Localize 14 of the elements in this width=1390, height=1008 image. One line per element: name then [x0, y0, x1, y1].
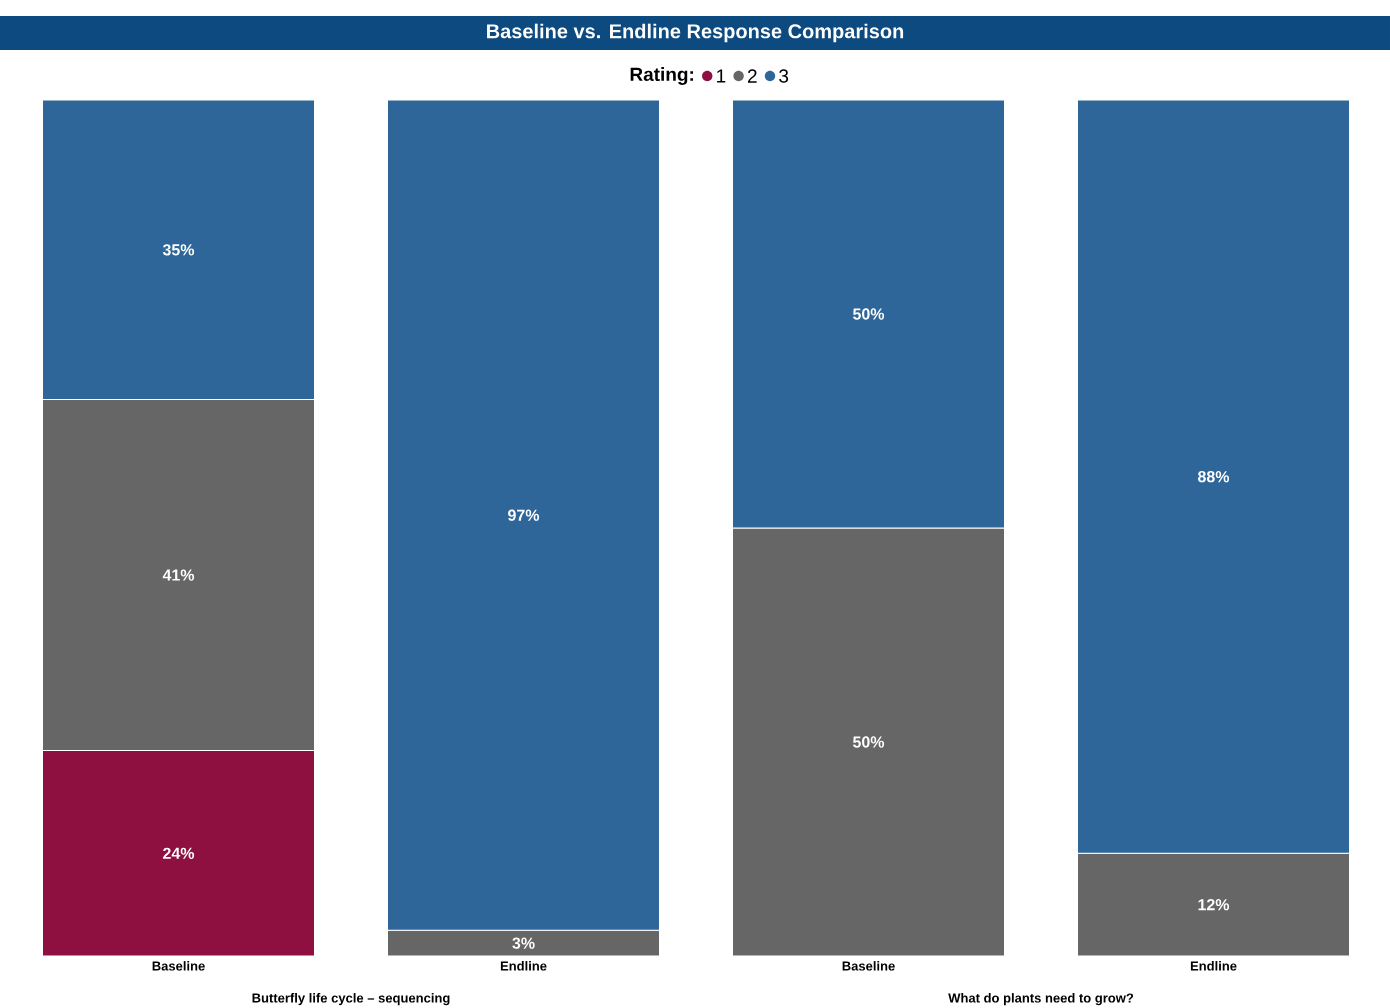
data-label: 97%	[508, 509, 540, 521]
data-label: 35%	[162, 244, 195, 256]
legend-label: 1	[717, 69, 726, 83]
legend-label: 2	[747, 69, 757, 83]
data-label: 88%	[1198, 470, 1230, 483]
data-label: 3%	[512, 937, 535, 949]
legend-title: Rating:	[630, 67, 694, 85]
chart-title: Baseline vs. Endline Response Comparison	[487, 23, 904, 43]
data-label: 50%	[853, 736, 885, 748]
series-label: 3	[779, 69, 789, 83]
data-label: 24%	[163, 847, 195, 859]
data-label: 41%	[162, 569, 195, 581]
data-label: 50%	[853, 308, 885, 320]
data-label: 12%	[1198, 899, 1230, 911]
